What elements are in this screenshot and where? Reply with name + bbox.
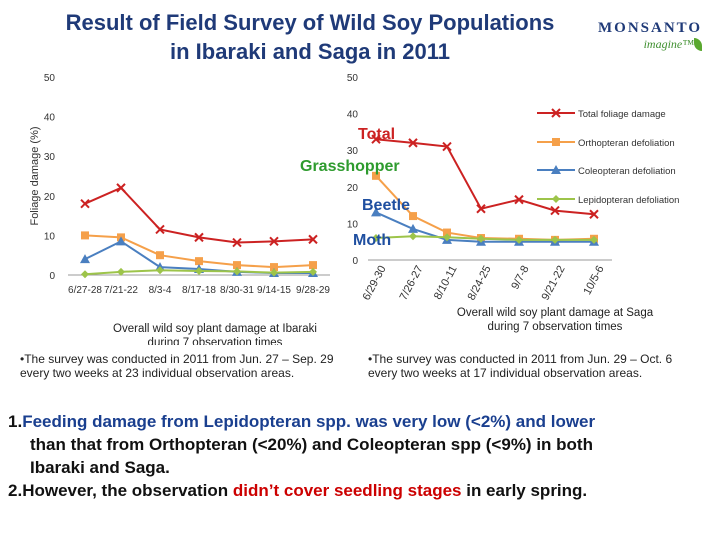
ibaraki-x-axis-title-2: during 7 observation times xyxy=(148,337,283,345)
saga-data-point xyxy=(515,235,523,244)
saga-x-tick-label: 8/24-25 xyxy=(466,264,494,303)
y-axis-title: Foliage damage (%) xyxy=(29,126,41,225)
title-line-2: in Ibaraki and Saga in 2011 xyxy=(169,39,451,64)
finding-1-line-3: Ibaraki and Saga. xyxy=(30,458,170,477)
legend-label-3: Lepidopteran defoliation xyxy=(578,195,679,206)
monsanto-logo: MONSANTO imagine™ xyxy=(598,20,708,52)
ibaraki-note: •The survey was conducted in 2011 from J… xyxy=(20,352,334,380)
ibaraki-data-point xyxy=(116,236,126,246)
ibaraki-data-point xyxy=(81,231,89,240)
saga-data-point xyxy=(550,205,560,216)
saga-data-point xyxy=(409,212,417,221)
saga-y-tick-label: 50 xyxy=(347,73,359,84)
ibaraki-y-tick-label: 0 xyxy=(49,271,55,282)
legend-marker-3 xyxy=(552,195,560,203)
ibaraki-data-point xyxy=(308,234,318,245)
ibaraki-x-tick-label: 7/21-22 xyxy=(104,285,138,296)
ibaraki-data-point xyxy=(309,261,317,270)
annotation-total: Total xyxy=(358,126,395,143)
legend-label-0: Total foliage damage xyxy=(578,109,666,120)
ibaraki-data-point xyxy=(156,251,164,260)
saga-x-tick-label: 9/21-22 xyxy=(540,264,568,303)
legend-marker-0 xyxy=(551,108,561,118)
saga-data-point xyxy=(476,204,486,214)
saga-data-point xyxy=(551,235,559,244)
ibaraki-y-tick-label: 40 xyxy=(44,113,56,124)
finding-2: 2.However, the observation didn’t cover … xyxy=(8,481,588,500)
ibaraki-data-point xyxy=(194,232,204,243)
saga-data-point xyxy=(408,138,418,148)
saga-data-point xyxy=(408,223,418,233)
ibaraki-y-tick-label: 30 xyxy=(44,152,56,163)
ibaraki-data-point xyxy=(195,267,203,276)
ibaraki-data-point xyxy=(80,254,90,264)
saga-data-point xyxy=(477,234,485,243)
ibaraki-y-tick-label: 10 xyxy=(44,231,56,242)
saga-data-point xyxy=(514,194,524,205)
saga-x-axis-title-2: during 7 observation times xyxy=(488,321,623,333)
legend-label-2: Coleopteran defoliation xyxy=(578,166,676,177)
saga-data-point xyxy=(443,233,451,242)
ibaraki-x-tick-label: 6/27-28 xyxy=(68,285,102,296)
ibaraki-data-point xyxy=(233,261,241,270)
ibaraki-y-tick-label: 20 xyxy=(44,192,56,203)
ibaraki-x-tick-label: 9/14-15 xyxy=(257,285,291,296)
saga-x-tick-label: 10/5-6 xyxy=(581,264,606,297)
saga-y-tick-label: 0 xyxy=(352,256,358,267)
finding-1-line-2: than that from Orthopteran (<20%) and Co… xyxy=(30,435,593,454)
annotation-beetle: Beetle xyxy=(362,197,410,214)
charts-area: 0 10 20 30 40 50 6/27-28 7/21-22 8/3-4 8/17-18 8/3… xyxy=(29,73,679,345)
ibaraki-data-point xyxy=(80,199,90,209)
saga-data-point xyxy=(590,235,598,244)
saga-y-tick-label: 20 xyxy=(347,183,359,194)
ibaraki-data-point xyxy=(81,270,89,279)
finding-1-line-1: 1.Feeding damage from Lepidopteran spp. … xyxy=(8,412,596,431)
saga-note: •The survey was conducted in 2011 from J… xyxy=(368,352,673,380)
saga-x-axis-title: Overall wild soy plant damage at Saga xyxy=(457,307,654,319)
saga-x-tick-label: 6/29-30 xyxy=(361,264,389,303)
saga-x-tick-label: 9/7-8 xyxy=(509,264,531,292)
ibaraki-data-point xyxy=(195,257,203,266)
ibaraki-x-tick-label: 8/17-18 xyxy=(182,285,216,296)
ibaraki-data-point xyxy=(269,236,279,247)
ibaraki-data-point xyxy=(156,266,164,275)
findings: 1.Feeding damage from Lepidopteran spp. … xyxy=(8,410,720,502)
ibaraki-data-point xyxy=(117,267,125,276)
ibaraki-x-tick-label: 9/28-29 xyxy=(296,285,330,296)
saga-data-point xyxy=(589,209,599,219)
ibaraki-data-point xyxy=(116,183,126,193)
ibaraki-data-point xyxy=(270,268,278,277)
ibaraki-x-tick-label: 8/30-31 xyxy=(220,285,254,296)
saga-x-tick-label: 7/26-27 xyxy=(398,264,426,303)
saga-data-point xyxy=(443,228,451,237)
saga-y-tick-label: 40 xyxy=(347,110,359,121)
annotation-grasshopper: Grasshopper xyxy=(300,158,400,175)
leaf-icon xyxy=(694,38,702,51)
ibaraki-x-tick-label: 8/3-4 xyxy=(149,285,172,296)
legend-label-1: Orthopteran defoliation xyxy=(578,138,675,149)
annotation-moth: Moth xyxy=(353,232,391,249)
legend-marker-1 xyxy=(552,138,560,146)
ibaraki-data-point xyxy=(309,267,317,276)
page-title: Result of Field Survey of Wild Soy Popul… xyxy=(20,8,600,66)
saga-data-point xyxy=(372,234,380,243)
saga-data-point xyxy=(371,134,381,144)
saga-x-tick-label: 8/10-11 xyxy=(432,264,460,302)
ibaraki-data-point xyxy=(270,263,278,272)
legend-marker-2 xyxy=(551,165,561,174)
saga-data-point xyxy=(442,141,452,152)
ibaraki-data-point xyxy=(155,224,165,235)
title-line-1: Result of Field Survey of Wild Soy Popul… xyxy=(65,10,555,35)
saga-data-point xyxy=(372,171,380,180)
ibaraki-data-point xyxy=(233,267,241,276)
ibaraki-x-axis-title: Overall wild soy plant damage at Ibaraki xyxy=(113,323,317,335)
ibaraki-data-point xyxy=(232,237,242,248)
saga-data-point xyxy=(371,207,381,217)
logo-tagline: imagine™ xyxy=(643,37,694,51)
ibaraki-y-tick-label: 50 xyxy=(44,73,56,84)
saga-y-tick-label: 10 xyxy=(347,219,359,230)
saga-data-point xyxy=(409,232,417,241)
saga-y-tick-label: 30 xyxy=(347,146,359,157)
logo-name: MONSANTO xyxy=(598,20,703,36)
